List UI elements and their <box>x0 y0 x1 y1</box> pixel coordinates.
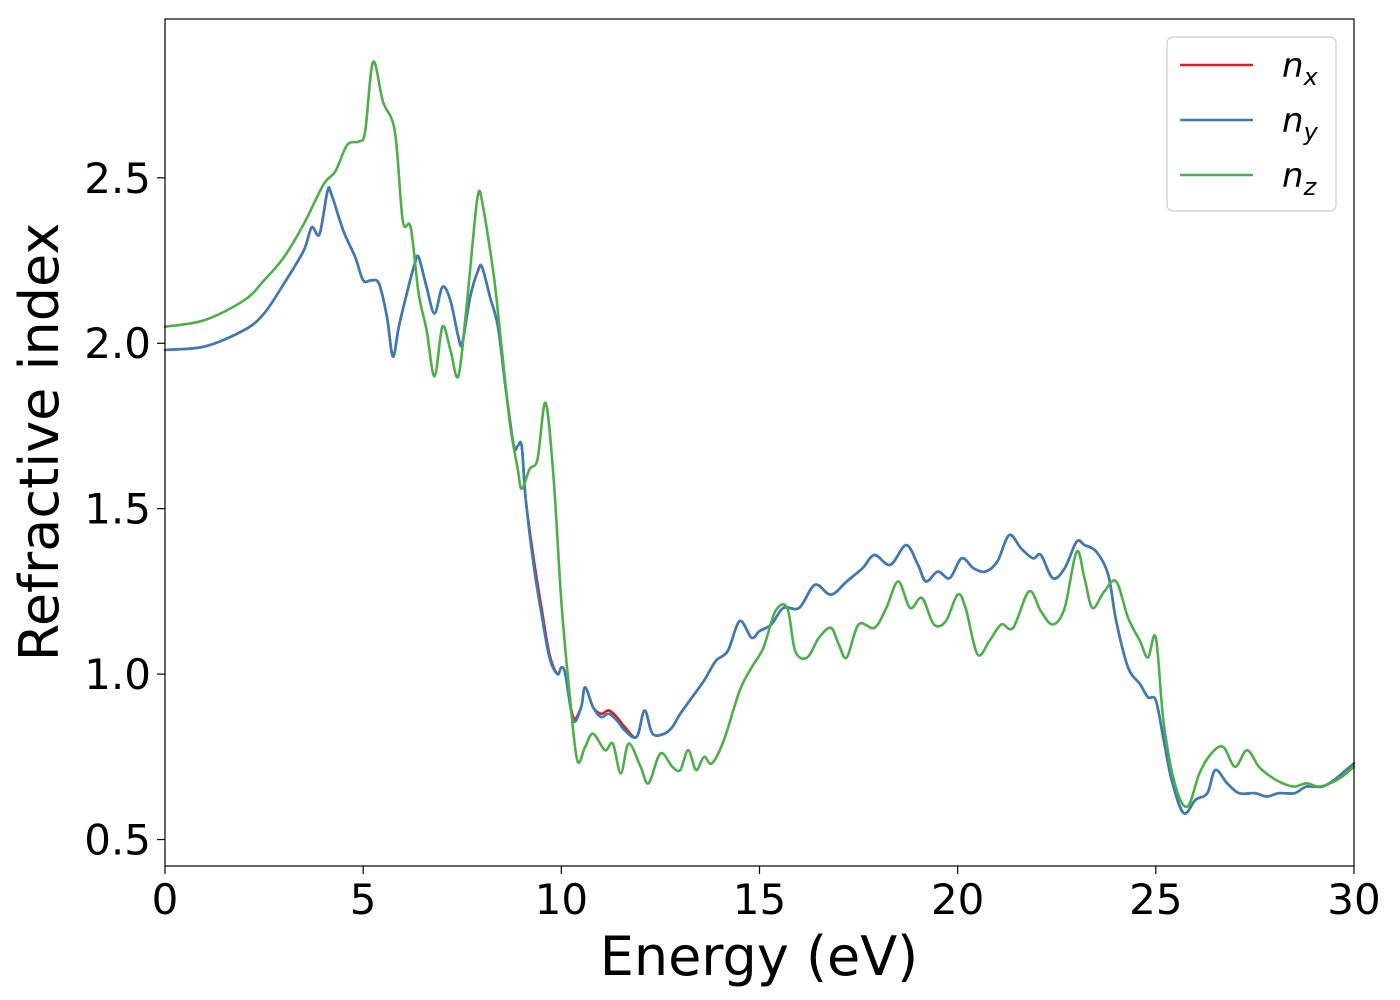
x-axis: 0 5 10 15 20 25 30 <box>152 866 1381 924</box>
y-tick-label: 1.0 <box>84 650 151 699</box>
legend-label-y: ny <box>1282 101 1319 146</box>
x-axis-title: Energy (eV) <box>600 925 919 988</box>
x-tick-label: 25 <box>1129 875 1182 924</box>
x-tick-label: 20 <box>931 875 984 924</box>
plot-lines <box>163 60 1356 815</box>
x-tick-label: 0 <box>152 875 179 924</box>
y-tick-label: 2.0 <box>84 319 151 368</box>
x-tick-label: 30 <box>1327 875 1380 924</box>
y-tick-label: 2.5 <box>84 154 151 203</box>
y-axis: 0.5 1.0 1.5 2.0 2.5 <box>84 154 165 865</box>
y-axis-title: Refractive index <box>8 223 71 662</box>
legend-label-x: nx <box>1282 46 1319 91</box>
y-tick-label: 1.5 <box>84 485 151 534</box>
x-tick-label: 5 <box>350 875 377 924</box>
x-tick-label: 15 <box>733 875 786 924</box>
series-line-z <box>163 60 1356 809</box>
y-tick-label: 0.5 <box>84 816 151 865</box>
x-tick-label: 10 <box>535 875 588 924</box>
legend-box <box>1166 36 1337 212</box>
